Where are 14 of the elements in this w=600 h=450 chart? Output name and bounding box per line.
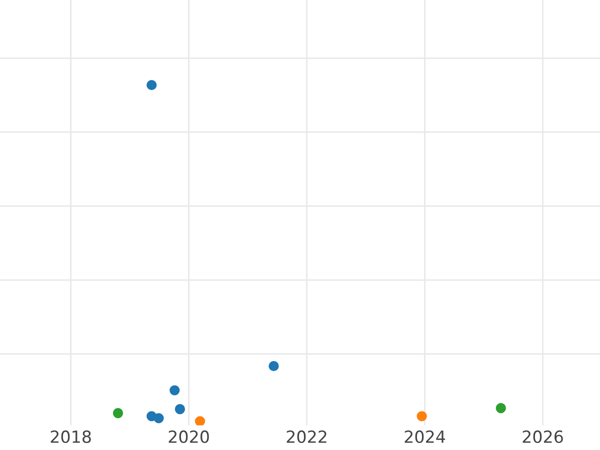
point xyxy=(268,361,279,372)
point xyxy=(496,403,506,414)
x-tick-label: 2020 xyxy=(168,430,209,444)
x-tick-label: 2018 xyxy=(50,430,91,444)
x-tick-label: 2024 xyxy=(404,430,446,444)
point xyxy=(170,385,180,396)
point xyxy=(174,404,186,414)
x-tick-label: 2022 xyxy=(286,430,326,444)
point xyxy=(146,80,157,90)
point xyxy=(416,411,427,422)
point xyxy=(194,416,206,426)
point xyxy=(112,408,124,418)
x-tick-label: 2026 xyxy=(522,430,563,444)
point xyxy=(154,413,164,424)
